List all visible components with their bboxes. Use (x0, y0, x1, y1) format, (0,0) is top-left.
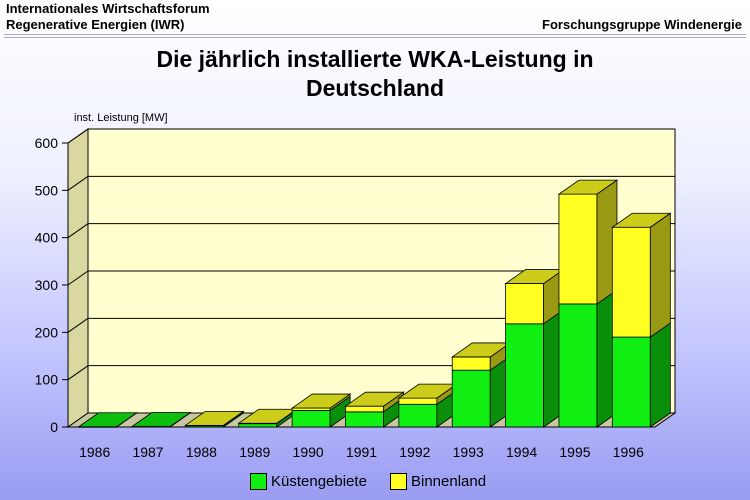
bar-binnenland-1996 (611, 226, 651, 338)
bar-top-1987 (130, 412, 192, 427)
bar-binnenland-1992 (398, 397, 438, 405)
gridline-side (67, 175, 89, 191)
y-tick-label: 100 (35, 372, 59, 388)
y-tick-label: 500 (35, 182, 59, 198)
header-rule-bottom (4, 37, 746, 38)
bar-küstengebiete-1996 (611, 336, 651, 428)
chart-title-line-1: Die jährlich installierte WKA-Leistung i… (156, 46, 594, 72)
gridline-side (67, 365, 89, 381)
x-tick-label: 1992 (399, 444, 430, 460)
legend-item-binnenland: Binnenland (390, 473, 486, 490)
header-line-2: Regenerative Energien (IWR) (6, 17, 185, 32)
gridline-side (67, 317, 89, 333)
x-tick-label: 1986 (79, 444, 110, 460)
bar-küstengebiete-1990 (291, 410, 331, 428)
bar-küstengebiete-1993 (451, 369, 491, 428)
header-rule-top (4, 34, 746, 35)
gridline-side (67, 128, 89, 144)
x-tick-label: 1989 (239, 444, 270, 460)
chart-title: Die jährlich installierte WKA-Leistung i… (0, 45, 750, 103)
bar-küstengebiete-1994 (505, 323, 544, 428)
bar-küstengebiete-1991 (345, 411, 384, 428)
x-tick-label: 1988 (186, 444, 217, 460)
y-tick-label: 200 (35, 324, 59, 340)
bar-top-1988 (184, 410, 245, 426)
y-tick-label: 300 (35, 277, 59, 293)
x-tick-label: 1993 (453, 444, 484, 460)
bar-küstengebiete-1992 (398, 403, 438, 428)
x-tick-label: 1995 (559, 444, 590, 460)
legend-swatch-kuestengebiete (250, 473, 267, 490)
x-tick-label: 1994 (506, 444, 537, 460)
gridline-side (67, 270, 89, 286)
legend-swatch-binnenland (390, 473, 407, 490)
x-tick-label: 1996 (613, 444, 644, 460)
bar-top-1990 (290, 393, 352, 409)
bar-top-1986 (77, 412, 138, 428)
bar-side-1996-1 (649, 212, 671, 338)
bar-binnenland-1993 (451, 356, 491, 371)
bar-binnenland-1991 (345, 405, 384, 413)
chart-title-line-2: Deutschland (305, 75, 445, 101)
x-tick-label: 1987 (132, 444, 163, 460)
gridline-side (67, 223, 89, 239)
bar-top-1996 (611, 212, 672, 228)
y-tick-label: 0 (50, 419, 58, 435)
legend-item-kuestengebiete: Küstengebiete (250, 473, 367, 490)
x-tick-label: 1991 (346, 444, 377, 460)
bar-binnenland-1995 (558, 193, 598, 305)
bar-side-1996-0 (649, 322, 671, 428)
y-tick-label: 400 (35, 230, 59, 246)
legend-label-binnenland: Binnenland (411, 473, 487, 490)
bar-top-1991 (344, 391, 405, 407)
y-tick-label: 600 (35, 135, 59, 151)
header-line-1: Internationales Wirtschaftsforum (6, 1, 210, 16)
bar-küstengebiete-1989 (238, 423, 278, 428)
legend-label-kuestengebiete: Küstengebiete (271, 473, 367, 490)
bar-küstengebiete-1995 (558, 303, 598, 428)
bar-top-1995 (557, 179, 619, 195)
bar-binnenland-1994 (505, 283, 544, 325)
x-tick-label: 1990 (293, 444, 324, 460)
y-axis-label: inst. Leistung [MW] (74, 112, 168, 124)
header-organization: Internationales Wirtschaftsforum Regener… (6, 1, 210, 33)
header-research-group: Forschungsgruppe Windenergie (542, 17, 742, 32)
